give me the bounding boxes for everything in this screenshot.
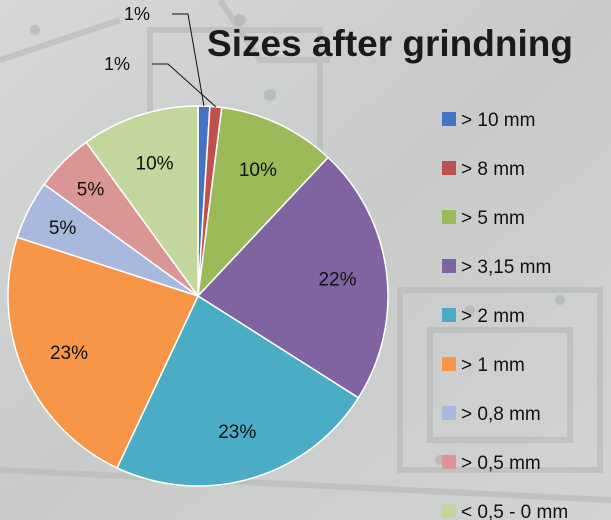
legend-label-8: < 0,5 - 0 mm (461, 502, 568, 520)
callout-label-1: 1% (104, 54, 130, 74)
chart-title: Sizes after grindning (207, 23, 573, 64)
legend-label-5: > 1 mm (461, 355, 525, 376)
slice-label-5: 23% (50, 343, 88, 364)
legend-label-0: > 10 mm (461, 110, 535, 131)
slice-label-7: 5% (77, 180, 105, 201)
slice-label-8: 10% (136, 153, 174, 174)
pie-slices (7, 105, 389, 487)
callout-line-0 (172, 13, 205, 107)
slice-label-3: 22% (318, 269, 356, 290)
pie-callouts: 1% 1% (104, 4, 217, 108)
legend-swatch-8 (442, 504, 456, 518)
legend-label-1: > 8 mm (461, 159, 525, 180)
legend: > 10 mm > 8 mm > 5 mm > 3,15 mm > 2 mm > 1 mm… (442, 110, 568, 520)
legend-label-3: > 3,15 mm (461, 257, 551, 278)
slice-label-6: 5% (49, 218, 77, 239)
callout-line-1 (152, 63, 217, 108)
legend-swatch-1 (442, 161, 456, 175)
callout-label-0: 1% (124, 4, 150, 24)
slice-label-2: 10% (239, 160, 277, 181)
legend-label-4: > 2 mm (461, 306, 525, 327)
pie-slice-4 (116, 294, 360, 487)
pie-slice-8 (85, 105, 199, 299)
legend-swatch-5 (442, 357, 456, 371)
legend-swatch-2 (442, 210, 456, 224)
legend-swatch-7 (442, 455, 456, 469)
legend-swatch-3 (442, 259, 456, 273)
pie-labels: 10% 22% 23% 23% 5%5% 10% (49, 153, 357, 443)
legend-swatch-0 (442, 112, 456, 126)
legend-label-6: > 0,8 mm (461, 404, 541, 425)
legend-label-2: > 5 mm (461, 208, 525, 229)
slice-label-4: 23% (218, 422, 256, 443)
legend-swatch-6 (442, 406, 456, 420)
pie-slice-3 (196, 156, 389, 399)
legend-swatch-4 (442, 308, 456, 322)
pie-slice-2 (196, 106, 330, 299)
pie-slice-5 (7, 236, 200, 469)
legend-label-7: > 0,5 mm (461, 453, 541, 474)
